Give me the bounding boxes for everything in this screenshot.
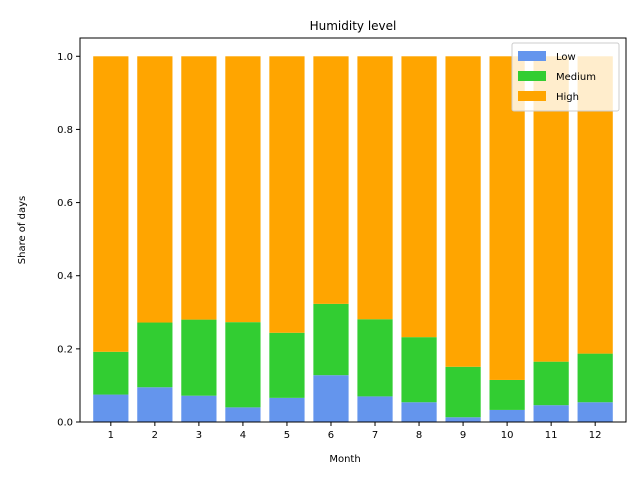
bar-medium-1 — [93, 351, 129, 395]
bar-low-1 — [93, 394, 129, 422]
bar-low-3 — [181, 395, 217, 422]
bar-medium-2 — [137, 322, 173, 388]
bar-high-7 — [357, 56, 393, 320]
bar-medium-8 — [401, 337, 437, 403]
bar-medium-9 — [445, 366, 481, 418]
bar-low-12 — [577, 402, 613, 422]
y-axis-label: Share of days — [17, 196, 28, 264]
x-tick-label: 1 — [108, 430, 114, 441]
bar-low-5 — [269, 397, 305, 422]
x-tick-label: 8 — [416, 430, 422, 441]
legend-label-low: Low — [556, 52, 576, 63]
bar-high-3 — [181, 56, 217, 320]
bar-high-4 — [225, 56, 261, 323]
x-axis-ticks: 1 2 3 4 5 6 7 8 9 10 11 12 — [108, 422, 602, 441]
x-tick-label: 9 — [460, 430, 466, 441]
bar-medium-5 — [269, 332, 305, 398]
bar-medium-3 — [181, 319, 217, 396]
bar-high-5 — [269, 56, 305, 333]
bar-low-4 — [225, 407, 261, 422]
legend: Low Medium High — [511, 42, 620, 112]
x-tick-label: 10 — [501, 430, 514, 441]
y-tick-label: 0.0 — [57, 418, 73, 429]
bar-low-9 — [445, 417, 481, 422]
x-axis-label: Month — [329, 454, 360, 465]
y-tick-label: 0.6 — [57, 198, 73, 209]
bar-medium-4 — [225, 322, 261, 408]
plot-frame — [79, 37, 627, 423]
bar-medium-10 — [489, 379, 525, 410]
bar-high-9 — [445, 56, 481, 367]
bar-medium-7 — [357, 319, 393, 397]
x-tick-label: 4 — [240, 430, 246, 441]
legend-swatch-medium — [518, 71, 546, 81]
bar-low-2 — [137, 387, 173, 422]
bar-high-1 — [93, 56, 129, 352]
bar-medium-11 — [533, 361, 569, 406]
x-tick-label: 5 — [284, 430, 290, 441]
y-tick-label: 0.4 — [57, 271, 73, 282]
x-tick-label: 2 — [152, 430, 158, 441]
x-tick-label: 6 — [328, 430, 334, 441]
y-axis-ticks: 0.0 0.2 0.4 0.6 0.8 1.0 — [57, 52, 80, 429]
bar-high-6 — [313, 56, 349, 304]
bar-low-11 — [533, 405, 569, 422]
legend-swatch-high — [518, 91, 546, 101]
x-tick-label: 11 — [545, 430, 558, 441]
bar-low-6 — [313, 375, 349, 422]
bar-high-2 — [137, 56, 173, 323]
bar-low-10 — [489, 409, 525, 422]
y-tick-label: 1.0 — [57, 52, 73, 63]
bar-medium-12 — [577, 353, 613, 403]
bar-medium-6 — [313, 303, 349, 376]
bars-group — [93, 56, 613, 422]
legend-label-medium: Medium — [556, 72, 596, 83]
legend-swatch-low — [518, 51, 546, 61]
x-tick-label: 7 — [372, 430, 378, 441]
bar-high-8 — [401, 56, 437, 338]
x-tick-label: 12 — [589, 430, 602, 441]
y-tick-label: 0.8 — [57, 125, 73, 136]
x-tick-label: 3 — [196, 430, 202, 441]
bar-low-7 — [357, 396, 393, 422]
bar-low-8 — [401, 402, 437, 422]
y-tick-label: 0.2 — [57, 344, 73, 355]
chart-title: Humidity level — [310, 19, 397, 33]
legend-label-high: High — [556, 92, 579, 103]
